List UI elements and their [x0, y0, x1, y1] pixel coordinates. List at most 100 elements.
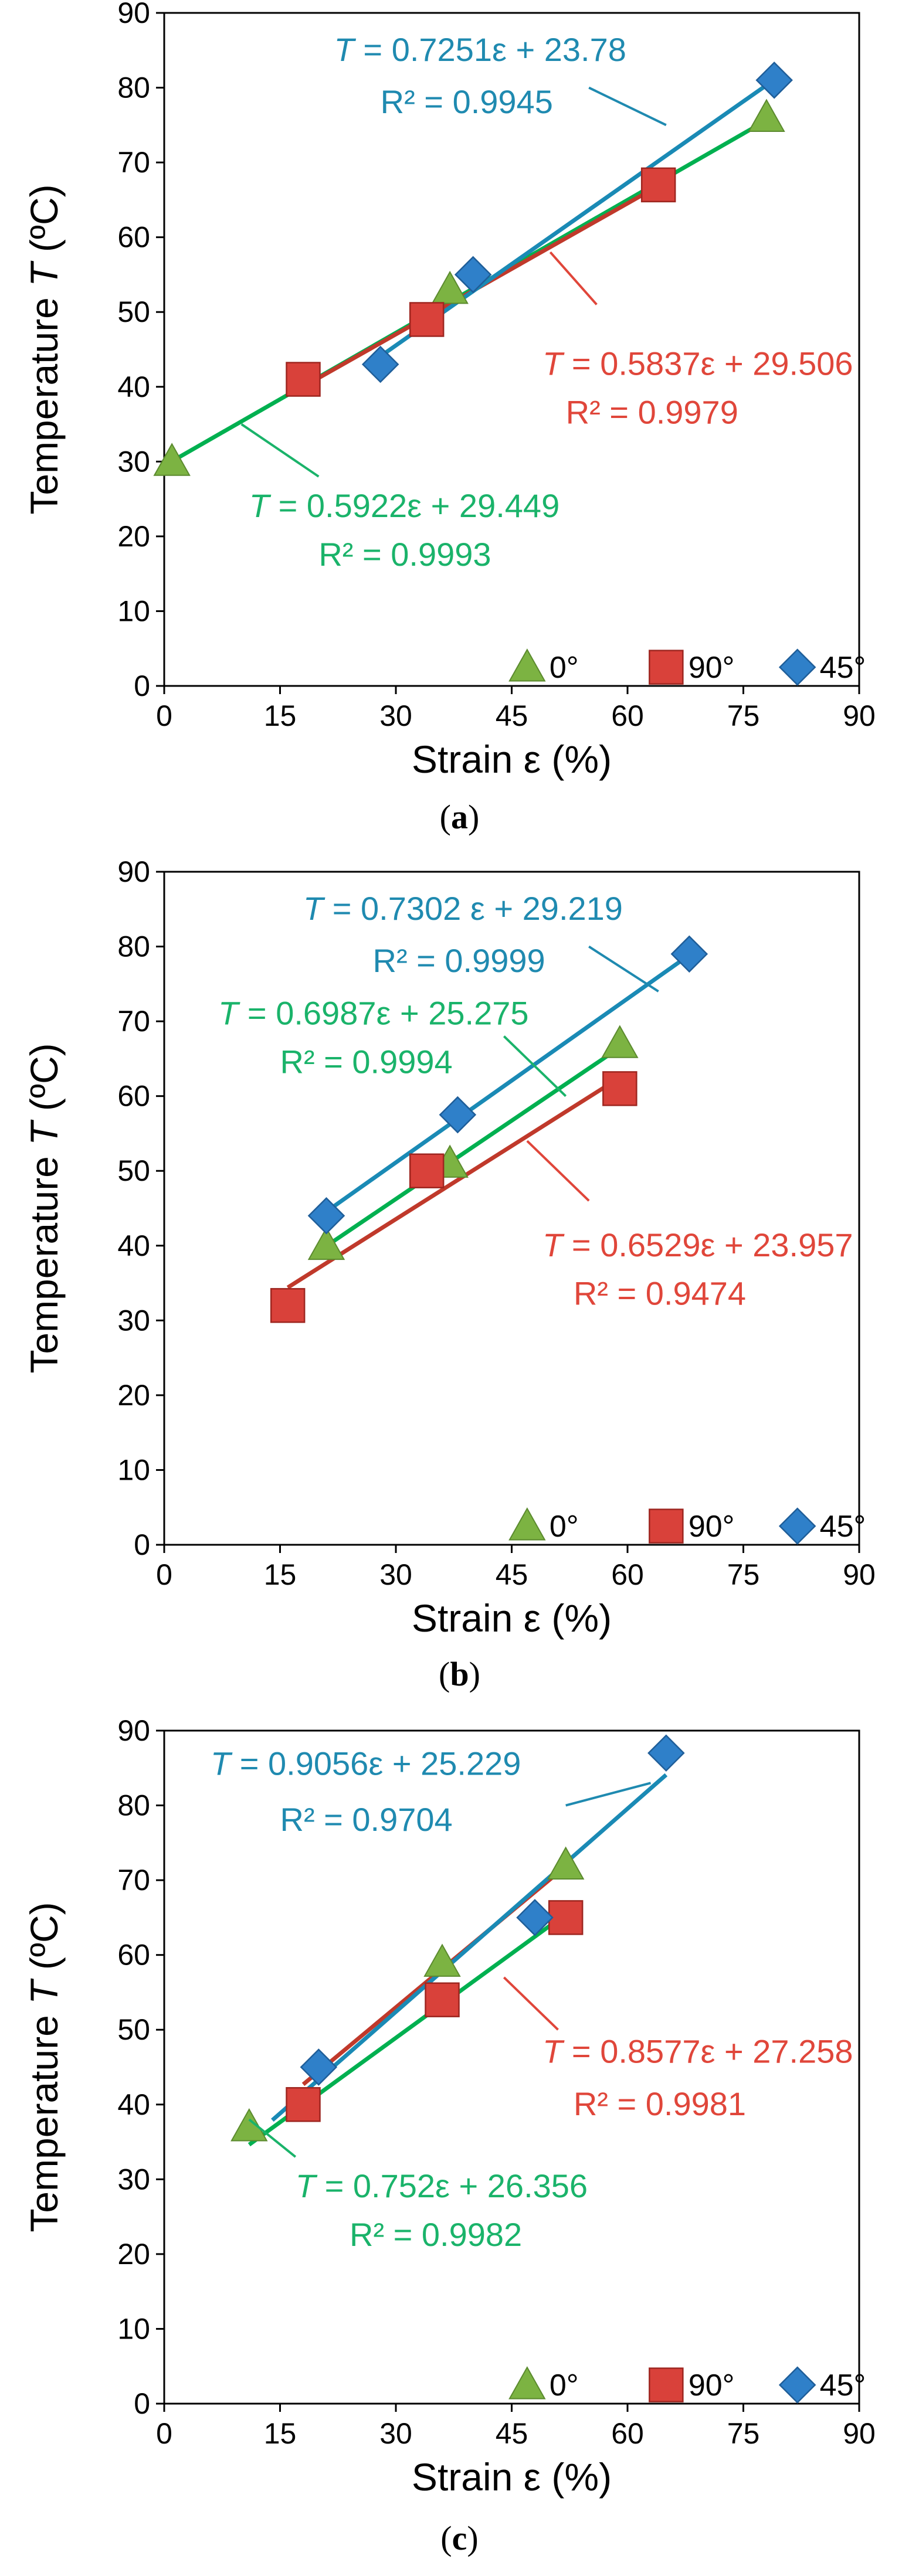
r-squared-label: R² = 0.9474	[574, 1275, 746, 1312]
data-point-triangle	[423, 1943, 461, 1977]
r-squared-label: R² = 0.9999	[373, 942, 545, 979]
data-point-triangle	[230, 2108, 268, 2142]
data-point-triangle	[748, 98, 785, 132]
y-tick-label: 60	[117, 1080, 150, 1113]
legend-label: 45°	[820, 2368, 866, 2402]
y-tick-label: 90	[117, 859, 150, 888]
fit-line-45°	[271, 1773, 668, 2122]
legend-marker-square	[649, 2367, 684, 2402]
legend-label: 0°	[550, 2368, 579, 2402]
annotation-leader	[248, 2118, 297, 2158]
x-axis-title: Strain ε (%)	[412, 2455, 612, 2499]
data-point-triangle	[153, 443, 191, 476]
y-tick-label: 30	[117, 2163, 150, 2196]
data-point-diamond	[300, 2048, 338, 2086]
legend-marker-triangle	[508, 2366, 546, 2400]
panel-label-close: )	[468, 798, 480, 836]
fit-line-90°	[286, 1076, 621, 1290]
y-tick-label: 90	[117, 1718, 150, 1747]
x-tick-label: 15	[264, 1558, 297, 1591]
x-tick-label: 60	[611, 1558, 644, 1591]
panel-label-b: (b)	[0, 1654, 919, 1694]
legend-marker-diamond	[778, 2366, 816, 2404]
data-point-square	[286, 2087, 321, 2122]
x-tick-label: 75	[727, 699, 760, 732]
y-tick-label: 60	[117, 221, 150, 254]
fit-equation: T = 0.6987ε + 25.275	[218, 994, 528, 1031]
fit-equation: T = 0.6529ε + 23.957	[542, 1226, 853, 1263]
plot-area	[163, 1729, 860, 2405]
chart-c: 0 10 20 30 40 50 60 70 80 90 0 15 30 45 60 75 90 Strain ε…	[22, 1718, 876, 2499]
fit-line-45°	[379, 78, 776, 358]
y-axis-title: Temperature T (ºC)	[22, 1902, 66, 2232]
legend-label: 0°	[550, 651, 579, 685]
x-tick-label: 0	[156, 2417, 172, 2450]
x-tick-label: 45	[496, 1558, 528, 1591]
chart-b: 0 10 20 30 40 50 60 70 80 90 0 15 30 45 60 75 90 Strain ε…	[22, 859, 876, 1640]
legend-marker-triangle	[508, 1507, 546, 1541]
panel-label-letter: b	[450, 1655, 469, 1693]
y-tick-label: 40	[117, 2088, 150, 2121]
r-squared-label: R² = 0.9704	[280, 1801, 453, 1838]
plot-area	[163, 871, 860, 1546]
y-axis-title: Temperature T (ºC)	[22, 1043, 66, 1373]
x-tick-label: 45	[496, 2417, 528, 2450]
data-point-square	[270, 1288, 306, 1323]
panel-label-c: (c)	[0, 2519, 919, 2558]
fit-equation: T = 0.7302 ε + 29.219	[303, 890, 623, 927]
legend-marker-triangle	[508, 648, 546, 682]
x-tick-label: 75	[727, 2417, 760, 2450]
y-tick-label: 0	[134, 2387, 150, 2420]
panel-label-letter: a	[451, 798, 468, 836]
y-tick-label: 70	[117, 1005, 150, 1038]
y-tick-label: 70	[117, 146, 150, 179]
annotation-leader	[240, 423, 320, 478]
y-tick-label: 90	[117, 0, 150, 29]
y-tick-label: 10	[117, 594, 150, 627]
data-point-square	[548, 1900, 584, 1935]
x-tick-label: 30	[379, 699, 412, 732]
r-squared-label: R² = 0.9945	[381, 83, 553, 120]
r-squared-label: R² = 0.9994	[280, 1043, 453, 1080]
annotation-leader	[526, 1140, 590, 1202]
legend-label: 90°	[689, 2368, 735, 2402]
annotation-leader	[588, 86, 667, 127]
data-point-diamond	[454, 256, 492, 294]
data-point-square	[409, 302, 445, 337]
fit-line-0°	[317, 1045, 621, 1253]
fit-equation: T = 0.7251ε + 23.78	[334, 31, 626, 68]
legend-marker-square	[649, 1508, 684, 1544]
x-tick-label: 60	[611, 2417, 644, 2450]
legend-label: 45°	[820, 1510, 866, 1544]
x-tick-label: 60	[611, 699, 644, 732]
y-tick-label: 40	[117, 1229, 150, 1262]
fit-equation: T = 0.8577ε + 27.258	[542, 2033, 853, 2069]
x-axis-title: Strain ε (%)	[412, 738, 612, 781]
r-squared-label: R² = 0.9993	[318, 536, 491, 573]
legend-label: 90°	[689, 651, 735, 685]
data-point-square	[409, 1153, 445, 1188]
data-point-square	[286, 362, 321, 397]
panel-label-letter: c	[452, 2519, 467, 2557]
x-tick-label: 0	[156, 1558, 172, 1591]
y-axis-title: Temperature T (ºC)	[22, 184, 66, 514]
data-point-diamond	[307, 1197, 345, 1235]
y-tick-label: 10	[117, 2312, 150, 2345]
y-tick-label: 20	[117, 520, 150, 553]
x-tick-label: 90	[843, 1558, 876, 1591]
y-tick-label: 80	[117, 1789, 150, 1822]
fit-equation: T = 0.5922ε + 29.449	[249, 487, 559, 524]
x-tick-label: 75	[727, 1558, 760, 1591]
panel-label-close: )	[469, 1655, 480, 1693]
data-point-triangle	[601, 1025, 639, 1058]
panel-label-open: (	[440, 2519, 452, 2557]
data-point-diamond	[439, 1096, 477, 1134]
y-tick-label: 70	[117, 1864, 150, 1897]
fit-equation: T = 0.5837ε + 29.506	[542, 345, 853, 382]
legend-label: 0°	[550, 1510, 579, 1544]
data-point-triangle	[307, 1226, 345, 1260]
y-tick-label: 50	[117, 2013, 150, 2046]
data-point-triangle	[547, 1846, 585, 1880]
y-tick-label: 0	[134, 670, 150, 702]
x-tick-label: 15	[264, 2417, 297, 2450]
